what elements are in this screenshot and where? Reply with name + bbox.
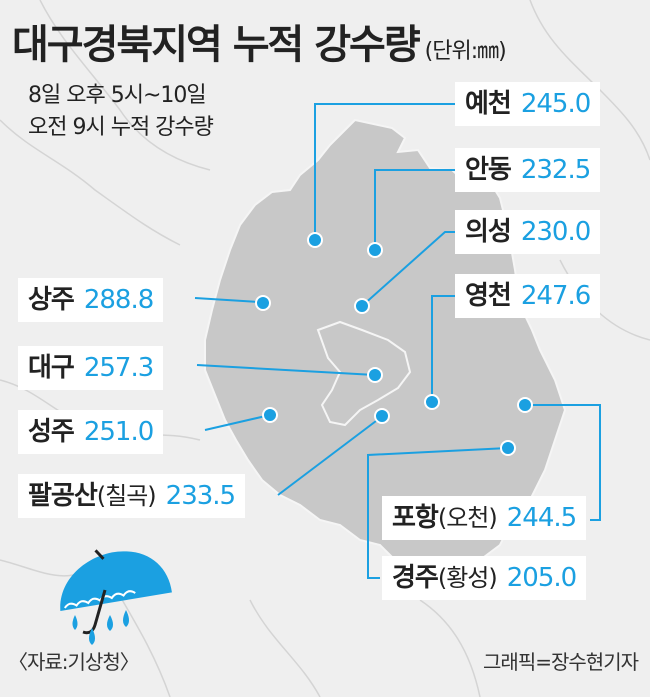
marker-daegu xyxy=(367,367,383,383)
raindrop-icon xyxy=(72,610,129,645)
period-line-2: 오전 9시 누적 강수량 xyxy=(28,115,214,140)
location-name: 의성 xyxy=(465,217,512,247)
rainfall-value: 245.0 xyxy=(520,89,591,119)
data-source: 〈자료:기상청〉 xyxy=(8,650,140,674)
period-description: 8일 오후 5시~10일 오전 9시 누적 강수량 xyxy=(28,80,328,144)
label-andong: 안동 232.5 xyxy=(455,148,601,192)
marker-yecheon xyxy=(307,232,323,248)
marker-gyeongju xyxy=(500,440,516,456)
label-pohang: 포항(오천) 244.5 xyxy=(382,496,587,540)
unit-label: (단위:㎜) xyxy=(424,39,507,64)
pointer-lines xyxy=(194,103,601,579)
label-seongju: 성주 251.0 xyxy=(18,410,164,454)
label-yeongcheon: 영천 247.6 xyxy=(455,274,601,318)
title-text: 대구경북지역 누적 강수량 xyxy=(12,22,421,68)
marker-uiseong xyxy=(354,298,370,314)
marker-andong xyxy=(367,242,383,258)
label-palgongsan: 팔공산(칠곡) 233.5 xyxy=(18,474,246,518)
label-sangju: 상주 288.8 xyxy=(18,278,164,322)
marker-palgongsan xyxy=(374,408,390,424)
period-line-1: 8일 오후 5시~10일 xyxy=(28,83,207,108)
location-markers xyxy=(255,232,533,456)
marker-sangju xyxy=(255,295,271,311)
location-name: 상주 xyxy=(28,285,75,315)
rainfall-value: 244.5 xyxy=(506,503,577,533)
location-name: 포항 xyxy=(392,503,439,533)
location-subname: (칠곡) xyxy=(96,482,157,510)
rainfall-value: 233.5 xyxy=(165,481,236,511)
location-subname: (오천) xyxy=(437,504,498,532)
location-name: 경주 xyxy=(392,563,439,593)
marker-pohang xyxy=(517,397,533,413)
label-daegu: 대구 257.3 xyxy=(18,346,164,390)
location-name: 영천 xyxy=(465,281,512,311)
marker-yeongcheon xyxy=(424,394,440,410)
rainfall-value: 230.0 xyxy=(520,217,591,247)
label-uiseong: 의성 230.0 xyxy=(455,210,601,254)
location-name: 성주 xyxy=(28,417,75,447)
rainfall-value: 247.6 xyxy=(520,281,591,311)
rainfall-value: 288.8 xyxy=(83,285,154,315)
rainfall-value: 251.0 xyxy=(83,417,154,447)
graphic-credit: 그래픽=장수현기자 xyxy=(483,650,639,674)
location-name: 예천 xyxy=(465,89,512,119)
location-subname: (황성) xyxy=(437,564,498,592)
location-name: 안동 xyxy=(465,155,512,185)
location-name: 팔공산 xyxy=(28,481,98,511)
map-title: 대구경북지역 누적 강수량 (단위:㎜) xyxy=(12,12,507,70)
marker-seongju xyxy=(262,407,278,423)
rainfall-value: 257.3 xyxy=(83,353,154,383)
label-gyeongju: 경주(황성) 205.0 xyxy=(382,556,587,600)
rainfall-value: 232.5 xyxy=(520,155,591,185)
label-yecheon: 예천 245.0 xyxy=(455,82,601,126)
location-name: 대구 xyxy=(28,353,75,383)
rainfall-value: 205.0 xyxy=(506,563,577,593)
